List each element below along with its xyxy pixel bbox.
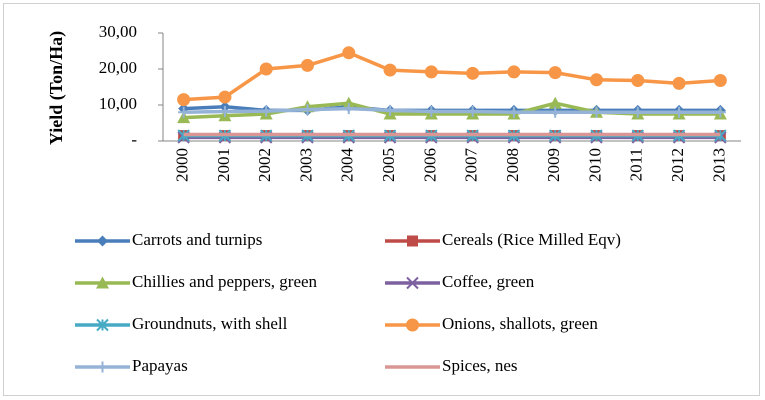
x-tick-label: 2002 xyxy=(255,148,274,182)
marker xyxy=(178,106,190,118)
legend-label: Papayas xyxy=(132,356,188,375)
marker xyxy=(96,276,109,289)
x-tick-label: 2006 xyxy=(420,148,439,182)
marker xyxy=(507,65,521,79)
marker xyxy=(302,104,313,116)
legend-label: Spices, nes xyxy=(442,356,518,375)
marker xyxy=(342,46,356,60)
x-tick-label: 2008 xyxy=(503,148,522,182)
marker xyxy=(97,235,108,247)
y-tick-label: 30,00 xyxy=(99,22,137,41)
x-tick-label: 2009 xyxy=(544,148,563,182)
series-line xyxy=(183,106,721,114)
y-tick-label: 20,00 xyxy=(99,58,137,77)
marker xyxy=(343,103,355,115)
marker xyxy=(407,235,418,247)
marker xyxy=(96,318,109,332)
marker xyxy=(406,276,419,290)
marker xyxy=(301,58,314,72)
x-tick-label: 2013 xyxy=(709,148,728,182)
marker xyxy=(713,74,727,88)
marker xyxy=(548,66,562,80)
marker xyxy=(177,93,191,107)
series-line xyxy=(183,51,721,102)
marker xyxy=(631,74,645,88)
legend-label: Coffee, green xyxy=(442,272,535,291)
y-tick-label: - xyxy=(131,130,137,149)
marker xyxy=(548,96,562,109)
marker xyxy=(425,105,437,117)
legend-label: Groundnuts, with shell xyxy=(132,314,288,333)
marker xyxy=(466,66,480,80)
x-tick-label: 2005 xyxy=(379,148,398,182)
marker xyxy=(424,65,438,79)
x-tick-label: 2003 xyxy=(296,148,315,182)
marker xyxy=(632,106,644,118)
x-tick-label: 2010 xyxy=(585,148,604,182)
marker xyxy=(383,63,397,77)
marker xyxy=(590,73,603,87)
marker xyxy=(260,105,272,117)
y-axis-label: Yield (Ton/Ha) xyxy=(46,31,67,145)
x-tick-label: 2004 xyxy=(338,148,357,183)
marker xyxy=(591,106,602,118)
marker xyxy=(97,361,108,373)
legend-label: Cereals (Rice Milled Eqv) xyxy=(442,230,621,249)
marker xyxy=(549,106,561,118)
marker xyxy=(219,105,231,117)
marker xyxy=(672,76,686,90)
marker xyxy=(467,105,479,117)
x-tick-label: 2001 xyxy=(214,148,233,182)
legend-label: Carrots and turnips xyxy=(132,230,262,249)
marker xyxy=(508,106,520,118)
x-tick-label: 2011 xyxy=(627,148,646,181)
marker xyxy=(259,62,273,76)
marker xyxy=(714,106,726,118)
marker xyxy=(673,106,685,118)
marker xyxy=(342,96,356,109)
legend-label: Chillies and peppers, green xyxy=(132,272,318,291)
legend-label: Onions, shallots, green xyxy=(442,314,598,333)
x-tick-label: 2012 xyxy=(668,148,687,182)
chart-border xyxy=(3,3,760,396)
marker xyxy=(406,318,419,332)
marker xyxy=(384,104,396,116)
y-tick-label: 10,00 xyxy=(99,94,137,113)
x-tick-label: 2000 xyxy=(173,148,192,182)
marker xyxy=(218,90,232,104)
x-tick-label: 2007 xyxy=(462,148,481,183)
